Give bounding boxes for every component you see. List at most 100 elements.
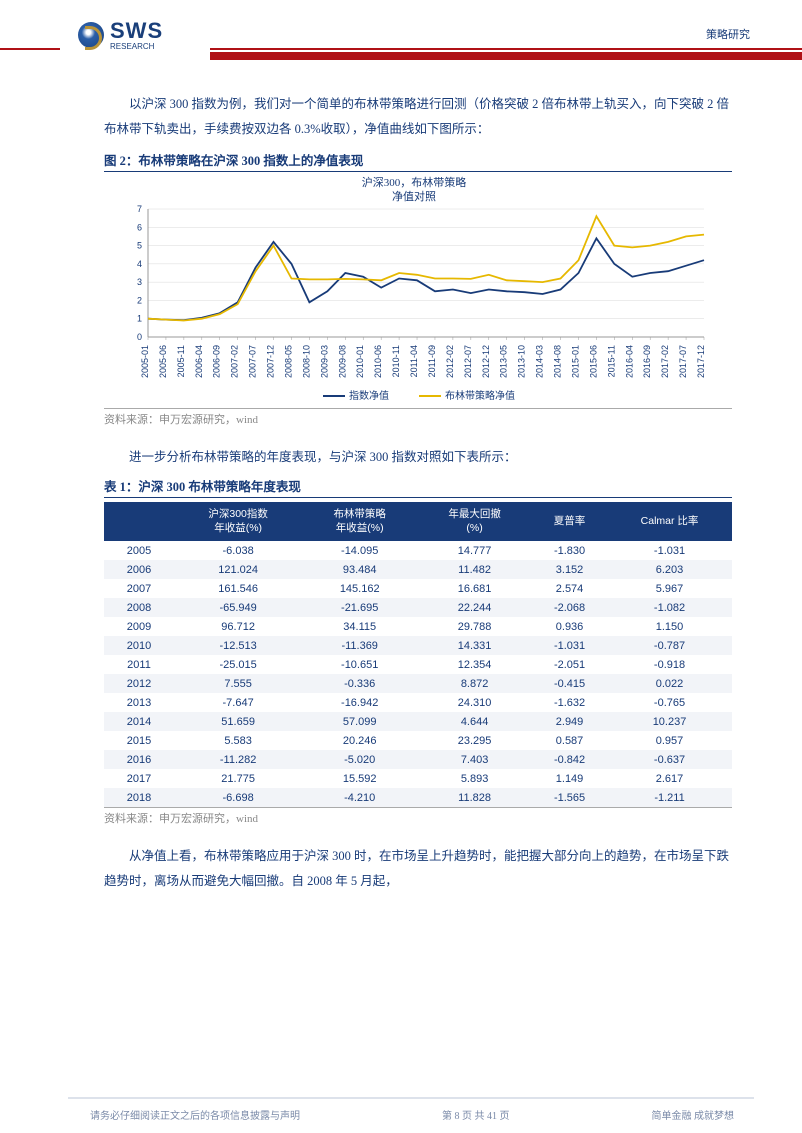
svg-text:2006-09: 2006-09: [212, 345, 222, 378]
svg-text:2017-07: 2017-07: [678, 345, 688, 378]
table-header-cell: 沪深300指数年收益(%): [174, 502, 302, 541]
mid-paragraph: 进一步分析布林带策略的年度表现，与沪深 300 指数对照如下表所示：: [104, 445, 732, 470]
table-cell: 16.681: [417, 579, 532, 598]
table-cell: 2013: [104, 693, 174, 712]
table-cell: 5.967: [607, 579, 732, 598]
logo-subtext: RESEARCH: [110, 42, 163, 51]
svg-text:2011-04: 2011-04: [409, 345, 419, 377]
table-header-cell: 夏普率: [532, 502, 607, 541]
table-cell: -5.020: [302, 750, 417, 769]
svg-text:2013-05: 2013-05: [499, 345, 509, 378]
table-cell: -10.651: [302, 655, 417, 674]
sws-logo-icon: [78, 22, 104, 48]
svg-text:2012-02: 2012-02: [445, 345, 455, 378]
table-cell: -2.068: [532, 598, 607, 617]
footer-right: 简单金融 成就梦想: [652, 1107, 735, 1122]
table-row: 2016-11.282-5.0207.403-0.842-0.637: [104, 750, 732, 769]
table-cell: -1.031: [607, 541, 732, 560]
table-cell: -0.842: [532, 750, 607, 769]
table-cell: -0.637: [607, 750, 732, 769]
chart-title-line2: 净值对照: [114, 190, 714, 204]
svg-text:2015-06: 2015-06: [588, 345, 598, 378]
svg-text:2005-01: 2005-01: [140, 345, 150, 378]
intro-paragraph: 以沪深 300 指数为例，我们对一个简单的布林带策略进行回测（价格突破 2 倍布…: [104, 92, 732, 142]
table-cell: 34.115: [302, 617, 417, 636]
table-cell: -14.095: [302, 541, 417, 560]
svg-text:2: 2: [137, 295, 142, 305]
table-cell: 0.957: [607, 731, 732, 750]
table-cell: -12.513: [174, 636, 302, 655]
legend-item: 布林带策略净值: [409, 391, 515, 402]
svg-text:2008-05: 2008-05: [283, 345, 293, 378]
page-footer: 请务必仔细阅读正文之后的各项信息披露与声明 第 8 页 共 41 页 简单金融 …: [0, 1097, 802, 1133]
chart-legend: 指数净值 布林带策略净值: [114, 387, 714, 402]
table-cell: -1.565: [532, 788, 607, 807]
table-cell: -16.942: [302, 693, 417, 712]
table-cell: -1.632: [532, 693, 607, 712]
table-cell: 2.574: [532, 579, 607, 598]
table-cell: 11.828: [417, 788, 532, 807]
table-cell: 7.403: [417, 750, 532, 769]
table-cell: -65.949: [174, 598, 302, 617]
table-cell: 2008: [104, 598, 174, 617]
nav-chart: 沪深300，布林带策略 净值对照 012345672005-012005-062…: [114, 176, 714, 406]
table-header-cell: 年最大回撤(%): [417, 502, 532, 541]
table-cell: 14.777: [417, 541, 532, 560]
table-cell: 20.246: [302, 731, 417, 750]
table-header-cell: [104, 502, 174, 541]
svg-text:2007-12: 2007-12: [266, 345, 276, 378]
page-header: SWS RESEARCH 策略研究: [0, 0, 802, 62]
line-chart-svg: 012345672005-012005-062005-112006-042006…: [114, 205, 714, 385]
table-cell: 8.872: [417, 674, 532, 693]
table-cell: 2016: [104, 750, 174, 769]
svg-text:2014-03: 2014-03: [535, 345, 545, 378]
svg-text:2010-11: 2010-11: [391, 345, 401, 377]
table-cell: 5.893: [417, 769, 532, 788]
table-cell: 2.617: [607, 769, 732, 788]
svg-text:2008-10: 2008-10: [301, 345, 311, 378]
svg-text:2010-01: 2010-01: [355, 345, 365, 378]
table-cell: 2009: [104, 617, 174, 636]
table-cell: 2011: [104, 655, 174, 674]
svg-text:2014-08: 2014-08: [553, 345, 563, 378]
table-cell: 5.583: [174, 731, 302, 750]
legend-item: 指数净值: [313, 391, 389, 402]
svg-text:2006-04: 2006-04: [194, 345, 204, 378]
table-cell: 24.310: [417, 693, 532, 712]
table-cell: 2007: [104, 579, 174, 598]
figure-title: 图 2：布林带策略在沪深 300 指数上的净值表现: [104, 150, 732, 172]
svg-text:2012-12: 2012-12: [481, 345, 491, 378]
svg-text:2016-09: 2016-09: [642, 345, 652, 378]
svg-text:2012-07: 2012-07: [463, 345, 473, 378]
svg-text:2011-09: 2011-09: [427, 345, 437, 377]
table-cell: 10.237: [607, 712, 732, 731]
table-row: 2006121.02493.48411.4823.1526.203: [104, 560, 732, 579]
svg-text:2016-04: 2016-04: [624, 345, 634, 378]
svg-text:1: 1: [137, 313, 142, 323]
table-cell: -6.038: [174, 541, 302, 560]
table-cell: -0.787: [607, 636, 732, 655]
table-cell: -0.415: [532, 674, 607, 693]
table-cell: 14.331: [417, 636, 532, 655]
table-cell: 2014: [104, 712, 174, 731]
logo-text: SWS: [110, 18, 163, 43]
svg-text:2010-06: 2010-06: [373, 345, 383, 378]
performance-table: 沪深300指数年收益(%)布林带策略年收益(%)年最大回撤(%)夏普率Calma…: [104, 502, 732, 807]
table-cell: 23.295: [417, 731, 532, 750]
table-cell: 15.592: [302, 769, 417, 788]
table-cell: -2.051: [532, 655, 607, 674]
table-cell: 2010: [104, 636, 174, 655]
table-cell: 2012: [104, 674, 174, 693]
table-cell: 121.024: [174, 560, 302, 579]
table-cell: 57.099: [302, 712, 417, 731]
table-row: 2008-65.949-21.69522.244-2.068-1.082: [104, 598, 732, 617]
svg-text:7: 7: [137, 205, 142, 214]
table-cell: 22.244: [417, 598, 532, 617]
table-cell: 3.152: [532, 560, 607, 579]
table-cell: -1.082: [607, 598, 732, 617]
svg-text:5: 5: [137, 240, 142, 250]
table-cell: 11.482: [417, 560, 532, 579]
footer-left: 请务必仔细阅读正文之后的各项信息披露与声明: [90, 1107, 300, 1122]
svg-text:2017-02: 2017-02: [660, 345, 670, 378]
svg-text:2007-02: 2007-02: [230, 345, 240, 378]
